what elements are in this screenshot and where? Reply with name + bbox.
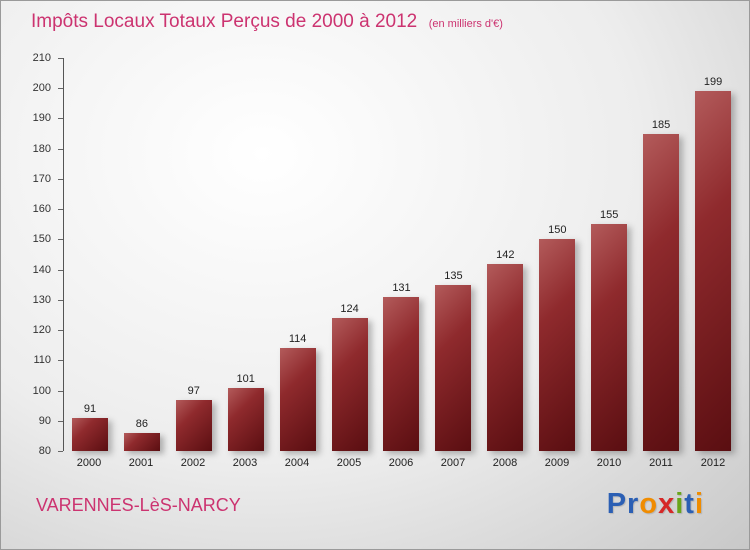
y-tick-mark <box>58 88 63 90</box>
x-tick-label: 2004 <box>284 457 310 469</box>
y-tick-mark <box>58 148 63 150</box>
y-axis: 80 90 100 110 120 130 140 150 160 170 180 190 200 210 <box>1 52 63 457</box>
bar-group: 91 <box>64 403 116 451</box>
y-tick-label: 190 <box>32 112 51 125</box>
logo-letter: i <box>694 488 704 520</box>
bar <box>591 224 628 451</box>
x-axis-labels: 2000 2001 2002 2003 2004 2005 2006 2007 2008 2009… <box>63 457 739 469</box>
y-tick-mark <box>58 118 63 120</box>
bar <box>71 417 108 451</box>
y-tick-mark <box>58 330 63 332</box>
bar-value-label: 142 <box>496 248 515 261</box>
y-tick-mark <box>58 209 63 211</box>
y-tick-label: 140 <box>32 263 51 276</box>
bar-group: 124 <box>324 303 376 451</box>
y-tick-label: 210 <box>32 52 51 64</box>
bar <box>279 348 316 451</box>
plot-area: 91 86 97 101 114 124 131 135 142 150 155 185 199 <box>63 58 739 451</box>
bar <box>331 318 368 451</box>
bar-value-label: 131 <box>392 281 411 294</box>
y-tick-label: 90 <box>38 414 51 427</box>
bar-group: 142 <box>479 249 531 451</box>
y-tick-label: 180 <box>32 142 51 155</box>
chart-header: Impôts Locaux Totaux Perçus de 2000 à 20… <box>31 11 503 33</box>
logo-letter: x <box>658 488 676 520</box>
y-tick-label: 130 <box>32 293 51 306</box>
bar-group: 199 <box>687 76 739 451</box>
y-tick-label: 110 <box>33 354 51 367</box>
bar <box>175 399 212 451</box>
y-tick-mark <box>58 420 63 422</box>
bar-value-label: 97 <box>187 384 200 397</box>
bar-value-label: 101 <box>236 372 255 385</box>
bar <box>487 263 524 451</box>
y-tick-mark <box>58 360 63 362</box>
x-tick-label: 2008 <box>492 457 518 469</box>
x-tick-label: 2007 <box>440 457 466 469</box>
y-tick-mark <box>58 299 63 301</box>
proxiti-logo[interactable]: Proxiti <box>607 488 704 521</box>
y-tick-label: 80 <box>38 445 51 457</box>
bar-value-label: 185 <box>651 118 671 131</box>
y-tick-mark <box>58 239 63 241</box>
logo-letter: i <box>675 488 685 520</box>
bar-group: 135 <box>427 270 479 451</box>
bar-group: 131 <box>376 282 428 451</box>
bar-value-label: 199 <box>703 76 723 89</box>
x-tick-label: 2009 <box>544 457 570 469</box>
bar <box>383 296 420 451</box>
bar <box>539 239 576 451</box>
y-tick-mark <box>58 58 63 59</box>
bar <box>435 284 472 451</box>
x-tick-label: 2003 <box>232 457 258 469</box>
bar <box>643 133 680 451</box>
bar <box>227 387 264 451</box>
logo-letter: t <box>684 488 695 520</box>
y-tick-label: 150 <box>32 233 51 246</box>
y-tick-mark <box>58 390 63 392</box>
bar-value-label: 124 <box>340 303 359 315</box>
y-tick-label: 200 <box>32 82 51 95</box>
logo-letter: r <box>627 488 640 520</box>
bar-value-label: 86 <box>135 417 148 430</box>
chart-subtitle: (en milliers d'€) <box>428 18 503 30</box>
y-tick-mark <box>58 178 63 180</box>
x-tick-label: 2002 <box>180 457 206 469</box>
y-tick-label: 170 <box>32 172 51 185</box>
bar-group: 97 <box>168 385 220 451</box>
x-tick-label: 2001 <box>128 457 154 469</box>
bar <box>123 432 160 451</box>
x-tick-label: 2012 <box>700 457 726 469</box>
bar-group: 185 <box>635 119 687 451</box>
x-tick-label: 2010 <box>596 457 622 469</box>
bar-group: 150 <box>531 224 583 451</box>
logo-letter: o <box>639 488 659 520</box>
bar-group: 86 <box>116 418 168 451</box>
logo-letter: P <box>606 488 628 520</box>
x-tick-label: 2005 <box>336 457 362 469</box>
bar-group: 155 <box>583 209 635 451</box>
bar-value-label: 135 <box>444 269 463 282</box>
y-tick-mark <box>58 269 63 271</box>
y-tick-label: 160 <box>32 203 51 216</box>
bar-group: 114 <box>272 333 324 451</box>
y-tick-mark <box>58 451 63 452</box>
chart-title: Impôts Locaux Totaux Perçus de 2000 à 20… <box>31 11 418 32</box>
bar-value-label: 114 <box>288 333 307 346</box>
bar-value-label: 91 <box>83 402 97 415</box>
x-tick-label: 2006 <box>388 457 414 469</box>
x-tick-label: 2000 <box>76 457 102 469</box>
y-tick-label: 100 <box>32 384 51 397</box>
x-tick-label: 2011 <box>649 457 673 469</box>
y-tick-label: 120 <box>32 324 51 337</box>
bar-value-label: 150 <box>548 224 567 237</box>
bar <box>695 91 732 451</box>
bar-group: 101 <box>220 373 272 451</box>
bar-value-label: 155 <box>600 209 619 222</box>
location-label: VARENNES-LèS-NARCY <box>36 495 241 515</box>
